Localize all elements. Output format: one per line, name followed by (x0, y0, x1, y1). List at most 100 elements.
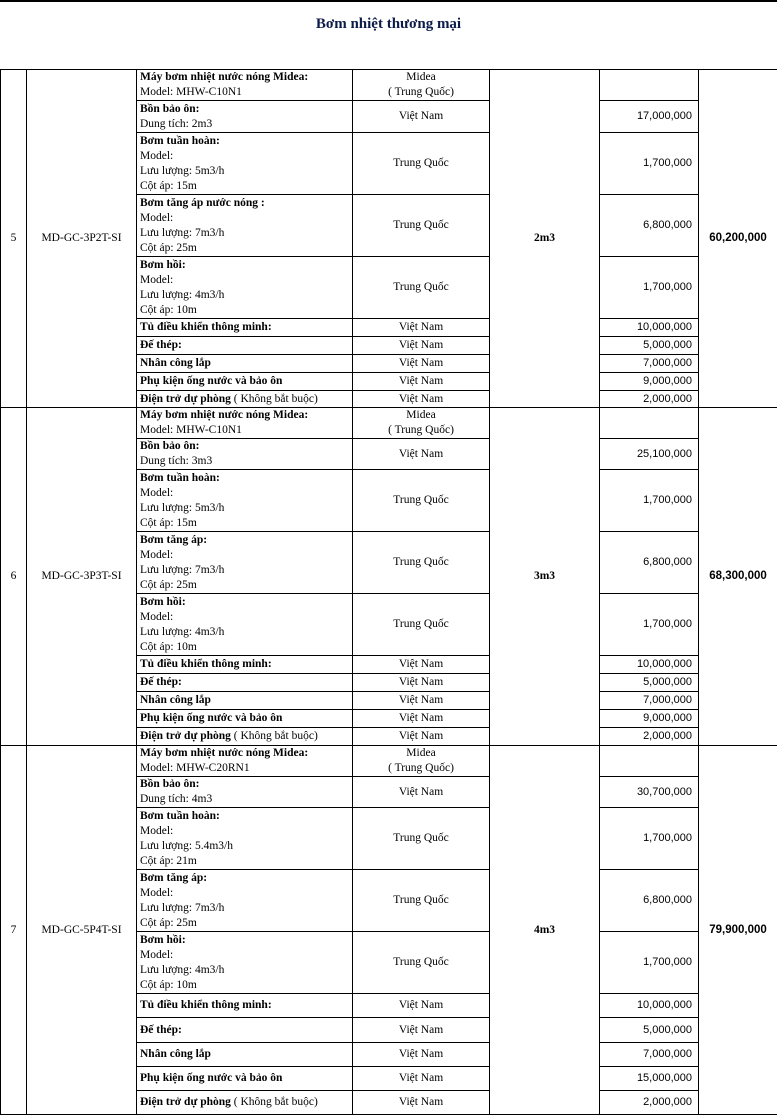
item-detail: Model: MHW-C10N1 (140, 85, 349, 100)
item-origin: Việt Nam (353, 710, 490, 728)
row-number: 7 (1, 746, 27, 1115)
item-price: 5,000,000 (600, 337, 699, 355)
item-origin: Trung Quốc (353, 932, 490, 994)
item-origin: Trung Quốc (353, 257, 490, 319)
item-name: Điện trở dự phòng (140, 730, 231, 742)
item-origin: Trung Quốc (353, 133, 490, 195)
item-origin: Midea ( Trung Quốc) (353, 746, 490, 777)
item-description: Nhân công lắp (137, 355, 353, 373)
item-price: 30,700,000 (600, 777, 699, 808)
item-description: Đế thép: (137, 1018, 353, 1043)
item-detail: Model: (140, 548, 349, 563)
item-origin: Trung Quốc (353, 532, 490, 594)
item-detail: Dung tích: 3m3 (140, 454, 349, 469)
item-name: Bơm tuần hoàn: (140, 810, 220, 822)
item-name: Bơm tăng áp nước nóng : (140, 197, 265, 209)
item-origin: Midea ( Trung Quốc) (353, 408, 490, 439)
item-origin: Midea ( Trung Quốc) (353, 70, 490, 101)
group-total: 79,900,000 (699, 746, 777, 1115)
item-description: Tủ điều khiển thông minh: (137, 319, 353, 337)
item-detail: Cột áp: 10m (140, 640, 349, 655)
item-description: Nhân công lắp (137, 692, 353, 710)
item-name: Bơm tuần hoàn: (140, 472, 220, 484)
item-price: 1,700,000 (600, 133, 699, 195)
item-price: 1,700,000 (600, 594, 699, 656)
item-price: 17,000,000 (600, 101, 699, 133)
item-detail: Lưu lượng: 5.4m3/h (140, 839, 349, 854)
model-code: MD-GC-3P3T-SI (27, 408, 137, 746)
item-description: Tủ điều khiển thông minh: (137, 994, 353, 1018)
item-name: Bơm tăng áp: (140, 534, 207, 546)
item-price: 5,000,000 (600, 674, 699, 692)
item-origin: Việt Nam (353, 1091, 490, 1115)
item-note: ( Không bắt buộc) (231, 730, 318, 742)
capacity: 4m3 (490, 746, 600, 1115)
item-price: 2,000,000 (600, 391, 699, 408)
item-description: Điện trở dự phòng ( Không bắt buộc) (137, 1091, 353, 1115)
item-price: 10,000,000 (600, 319, 699, 337)
item-name: Máy bơm nhiệt nước nóng Midea: (140, 409, 308, 421)
item-detail: Model: (140, 610, 349, 625)
item-name: Bơm tăng áp: (140, 872, 207, 884)
item-name: Máy bơm nhiệt nước nóng Midea: (140, 71, 308, 83)
item-price: 1,700,000 (600, 257, 699, 319)
item-origin: Trung Quốc (353, 470, 490, 532)
item-detail: Model: (140, 273, 349, 288)
item-detail: Lưu lượng: 7m3/h (140, 563, 349, 578)
item-price: 10,000,000 (600, 994, 699, 1018)
item-description: Bơm tăng áp nước nóng :Model:Lưu lượng: … (137, 195, 353, 257)
item-detail: Model: (140, 886, 349, 901)
item-detail: Model: MHW-C10N1 (140, 423, 349, 438)
item-detail: Model: (140, 824, 349, 839)
item-price: 25,100,000 (600, 439, 699, 470)
item-price: 9,000,000 (600, 373, 699, 391)
item-origin: Việt Nam (353, 1043, 490, 1067)
row-number: 5 (1, 70, 27, 408)
item-name: Đế thép: (140, 339, 182, 351)
item-detail: Cột áp: 21m (140, 854, 349, 869)
item-price: 9,000,000 (600, 710, 699, 728)
item-detail: Lưu lượng: 4m3/h (140, 625, 349, 640)
item-price (600, 746, 699, 777)
item-origin: Việt Nam (353, 373, 490, 391)
item-name: Tủ điều khiển thông minh: (140, 999, 272, 1011)
item-description: Điện trở dự phòng ( Không bắt buộc) (137, 728, 353, 746)
item-name: Phụ kiện ống nước và bảo ôn (140, 1072, 282, 1084)
item-origin: Việt Nam (353, 994, 490, 1018)
model-code: MD-GC-5P4T-SI (27, 746, 137, 1115)
item-detail: Lưu lượng: 4m3/h (140, 963, 349, 978)
item-name: Phụ kiện ống nước và bảo ôn (140, 712, 282, 724)
item-name: Đế thép: (140, 676, 182, 688)
item-detail: Lưu lượng: 7m3/h (140, 901, 349, 916)
item-name: Nhân công lắp (140, 694, 211, 706)
item-name: Nhân công lắp (140, 357, 211, 369)
item-origin: Việt Nam (353, 101, 490, 133)
item-name: Đế thép: (140, 1024, 182, 1036)
item-name: Tủ điều khiển thông minh: (140, 321, 272, 333)
item-detail: Lưu lượng: 5m3/h (140, 501, 349, 516)
item-price: 6,800,000 (600, 195, 699, 257)
capacity: 3m3 (490, 408, 600, 746)
item-price: 7,000,000 (600, 355, 699, 373)
item-price: 2,000,000 (600, 1091, 699, 1115)
model-code: MD-GC-3P2T-SI (27, 70, 137, 408)
item-origin: Việt Nam (353, 777, 490, 808)
item-note: ( Không bắt buộc) (231, 393, 318, 405)
item-description: Phụ kiện ống nước và bảo ôn (137, 1067, 353, 1091)
item-detail: Cột áp: 10m (140, 303, 349, 318)
item-description: Tủ điều khiển thông minh: (137, 656, 353, 674)
item-price: 15,000,000 (600, 1067, 699, 1091)
item-name: Máy bơm nhiệt nước nóng Midea: (140, 747, 308, 759)
item-name: Tủ điều khiển thông minh: (140, 658, 272, 670)
item-description: Bồn bảo ôn:Dung tích: 3m3 (137, 439, 353, 470)
item-detail: Cột áp: 25m (140, 241, 349, 256)
